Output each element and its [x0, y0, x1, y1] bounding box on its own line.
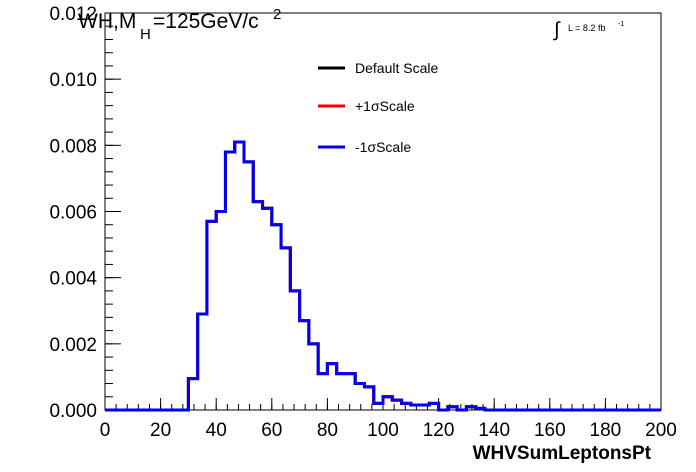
- x-tick-label: 160: [534, 420, 566, 441]
- luminosity-text: L = 8.2 fb: [568, 23, 605, 33]
- y-tick-label: 0.000: [49, 401, 97, 422]
- luminosity-superscript: -1: [618, 21, 624, 28]
- x-tick-label: 200: [645, 420, 677, 441]
- x-axis-title: WHVSumLeptonsPt: [473, 443, 652, 464]
- y-tick-label: 0.002: [49, 335, 97, 356]
- y-tick-label: 0.004: [49, 269, 97, 290]
- chart-title: WH,M H =125GeV/c 2: [78, 6, 281, 43]
- title-subscript: H: [140, 26, 151, 43]
- x-tick-label: 40: [206, 420, 227, 441]
- series-line-2: [105, 140, 661, 412]
- legend-label: Default Scale: [355, 60, 438, 76]
- luminosity-label: ∫ L = 8.2 fb -1: [553, 19, 624, 41]
- x-tick-label: 80: [317, 420, 338, 441]
- x-tick-label: 100: [367, 420, 399, 441]
- legend-label: -1σScale: [355, 139, 411, 155]
- y-tick-label: 0.010: [49, 70, 97, 91]
- x-tick-label: 0: [100, 420, 111, 441]
- title-main: =125GeV/c: [153, 10, 259, 33]
- title-superscript: 2: [273, 6, 281, 23]
- series-group: [105, 140, 661, 412]
- legend-label: +1σScale: [355, 98, 415, 114]
- x-tick-label: 60: [261, 420, 282, 441]
- x-tick-label: 140: [478, 420, 510, 441]
- x-tick-label: 180: [590, 420, 622, 441]
- y-tick-label: 0.006: [49, 203, 97, 224]
- y-tick-label: 0.008: [49, 136, 97, 157]
- x-tick-label: 120: [423, 420, 455, 441]
- y-tick-label: 0.012: [49, 4, 97, 25]
- integral-symbol: ∫: [553, 19, 561, 41]
- x-tick-label: 20: [150, 420, 171, 441]
- title-prefix: WH,M: [78, 10, 136, 33]
- legend: Default Scale +1σScale -1σScale: [318, 60, 438, 155]
- y-axis: 0.000 0.002 0.004 0.006 0.008 0.010 0.012: [49, 4, 121, 422]
